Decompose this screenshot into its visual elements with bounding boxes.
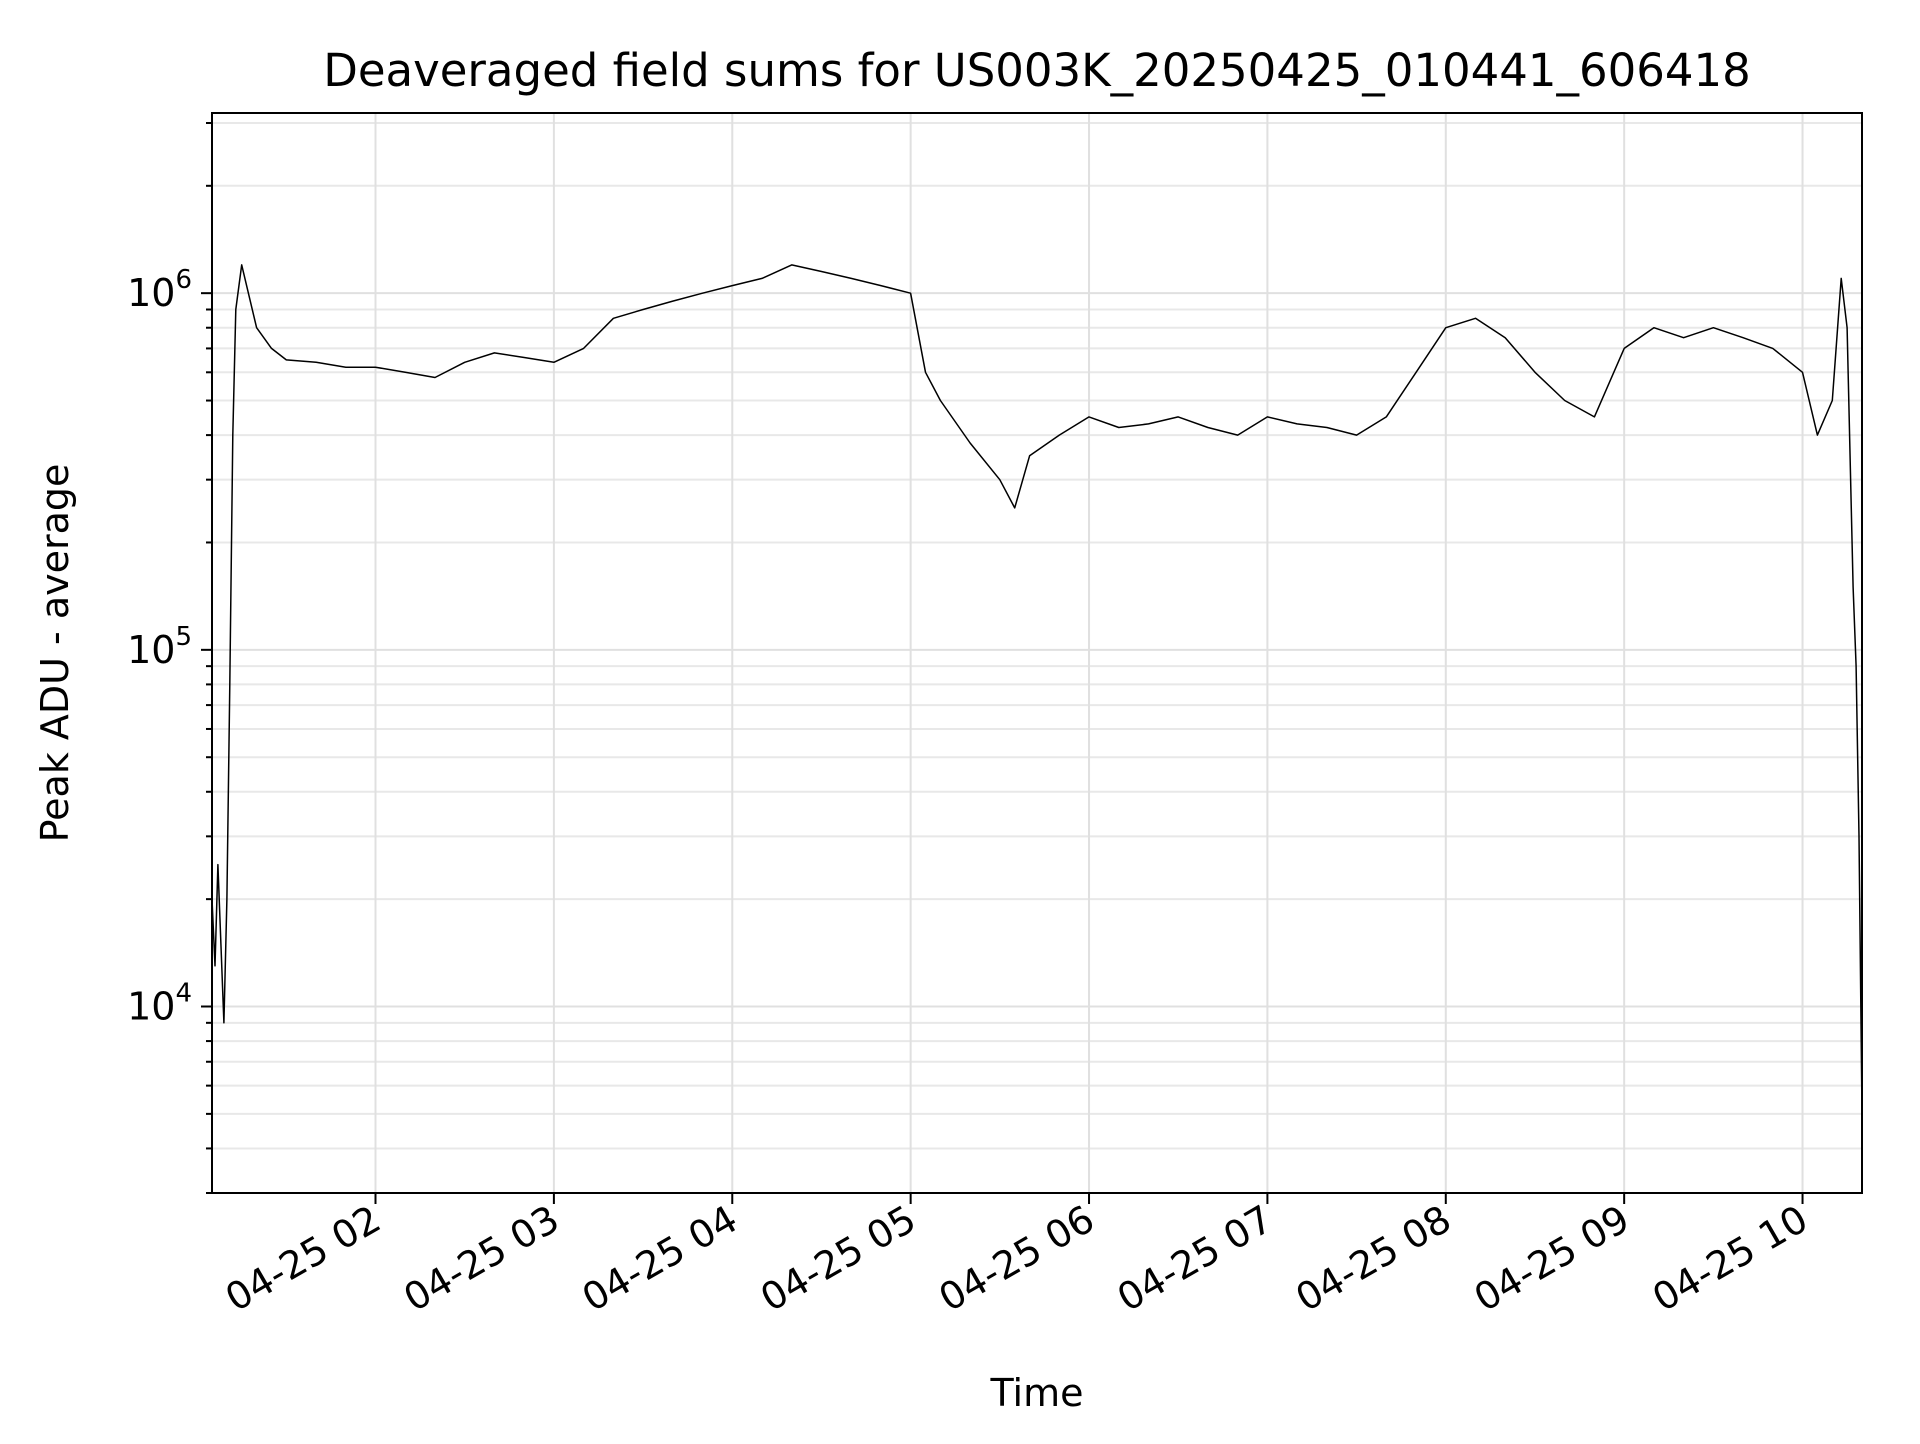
y-tick-label: 104 xyxy=(127,979,192,1029)
x-tick-label: 04-25 02 xyxy=(218,1197,388,1321)
x-tick-label: 04-25 04 xyxy=(575,1197,745,1321)
plot-frame xyxy=(211,112,1863,1194)
x-tick-label: 04-25 09 xyxy=(1467,1197,1637,1321)
x-tick-label: 04-25 06 xyxy=(932,1197,1102,1321)
x-tick-label: 04-25 03 xyxy=(396,1197,566,1321)
y-axis-label: Peak ADU - average xyxy=(33,464,77,843)
x-axis-ticks: 04-25 02 04-25 03 04-25 04 04-25 05 04-25 06… xyxy=(218,1193,1815,1320)
y-tick-label: 106 xyxy=(127,265,192,315)
y-tick-label: 105 xyxy=(127,622,192,672)
series-layer xyxy=(211,264,1863,1114)
x-tick-label: 04-25 10 xyxy=(1645,1197,1815,1321)
chart-title: Deaveraged field sums for US003K_2025042… xyxy=(323,44,1751,97)
series-line xyxy=(211,264,1863,1114)
x-axis-label: Time xyxy=(990,1371,1084,1415)
y-axis-ticks: 104 105 106 xyxy=(127,121,212,1194)
grid-lines xyxy=(212,113,1862,1194)
x-tick-label: 04-25 07 xyxy=(1110,1197,1280,1321)
x-tick-label: 04-25 05 xyxy=(753,1197,923,1321)
x-tick-label: 04-25 08 xyxy=(1288,1197,1458,1321)
